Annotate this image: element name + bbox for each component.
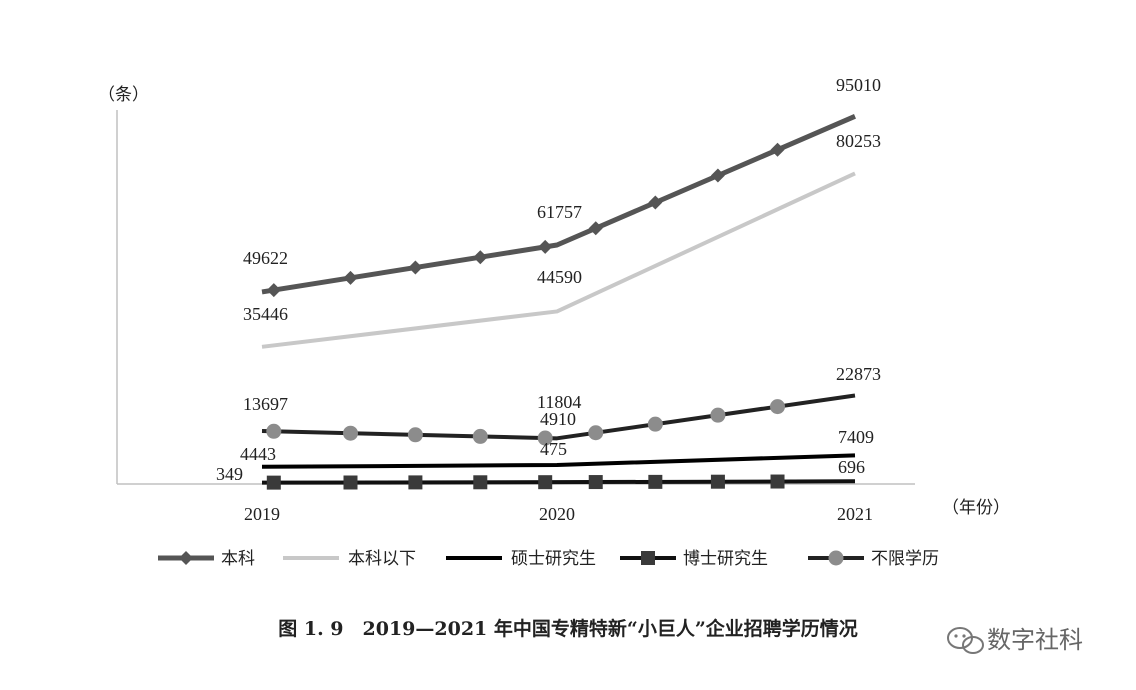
series-0-marker-3: [473, 250, 488, 265]
legend-item-3: 博士研究生: [620, 549, 768, 569]
data-label-3-0: 349: [216, 464, 243, 484]
series-4-marker-2: [407, 427, 423, 443]
series-3-marker-1: [343, 475, 358, 490]
series-line-3: [261, 479, 856, 485]
series-3-marker-8: [770, 474, 785, 489]
series-0-marker-0: [266, 283, 281, 298]
series-4-marker-6: [647, 416, 663, 432]
legend-label-1: 本科以下: [348, 549, 416, 569]
legend: 本科 本科以下 硕士研究生 博士研究生 不限学历: [158, 549, 939, 569]
legend-marker-4: [828, 550, 844, 566]
data-label-3-1: 475: [540, 439, 567, 459]
series-3-marker-0: [266, 475, 281, 490]
series-4-marker-7: [710, 407, 726, 423]
series-3-marker-3: [473, 475, 488, 490]
legend-marker-0: [179, 551, 193, 565]
series-3: [261, 474, 856, 490]
x-tick-label-2020: 2020: [539, 504, 575, 524]
data-label-4-2: 22873: [836, 364, 881, 384]
data-label-4-1: 11804: [537, 392, 581, 412]
series-line-0: [261, 114, 856, 295]
data-label-4-0: 13697: [243, 394, 288, 414]
legend-item-4: 不限学历: [808, 549, 939, 569]
series-4-marker-4: [537, 430, 553, 446]
data-label-0-2: 95010: [836, 75, 881, 95]
data-label-1-0: 35446: [243, 304, 288, 324]
series-0-marker-1: [343, 270, 358, 285]
series-3-marker-2: [408, 475, 423, 490]
series-3-marker-4: [538, 475, 553, 490]
series-line-1: [261, 171, 856, 349]
series-0-marker-5: [588, 221, 603, 236]
series-1: [261, 171, 856, 349]
series-0: [261, 114, 856, 298]
y-axis-label: （条）: [98, 85, 149, 105]
series-4-marker-0: [266, 423, 282, 439]
legend-item-1: 本科以下: [283, 549, 416, 569]
legend-label-3: 博士研究生: [683, 549, 768, 569]
x-tick-labels: 2019 2020 2021: [244, 504, 873, 524]
series-0-marker-8: [770, 142, 785, 157]
series-4-marker-8: [770, 399, 786, 415]
series-3-marker-5: [588, 475, 603, 490]
series-2: [261, 453, 856, 469]
series-line-2: [261, 453, 856, 469]
series-4-marker-5: [588, 425, 604, 441]
wechat-icon: [947, 627, 984, 654]
series-layer: [261, 114, 856, 490]
figure-caption: 图 1. 9 2019—2021 年中国专精特新“小巨人”企业招聘学历情况: [278, 617, 858, 640]
x-tick-label-2019: 2019: [244, 504, 280, 524]
data-labels: 49622 61757 95010 35446 44590 80253 4443 4910 74…: [216, 75, 881, 484]
legend-label-4: 不限学历: [871, 549, 939, 569]
legend-marker-3: [641, 551, 655, 565]
series-4: [261, 393, 856, 446]
data-label-2-0: 4443: [240, 444, 276, 464]
data-label-0-0: 49622: [243, 248, 288, 268]
watermark: 数字社科: [947, 626, 1083, 654]
legend-item-2: 硕士研究生: [446, 549, 596, 569]
watermark-text: 数字社科: [987, 626, 1083, 654]
legend-item-0: 本科: [158, 549, 255, 569]
data-label-3-2: 696: [838, 457, 865, 477]
series-line-4: [261, 393, 856, 441]
data-label-2-1: 4910: [540, 409, 576, 429]
legend-label-0: 本科: [221, 549, 255, 569]
x-tick-label-2021: 2021: [837, 504, 873, 524]
series-3-marker-6: [648, 474, 663, 489]
data-label-1-2: 80253: [836, 131, 881, 151]
series-4-marker-3: [472, 428, 488, 444]
series-4-marker-1: [343, 425, 358, 441]
data-label-0-1: 61757: [537, 202, 582, 222]
data-label-1-1: 44590: [537, 267, 582, 287]
data-label-2-2: 7409: [838, 427, 874, 447]
legend-label-2: 硕士研究生: [511, 549, 596, 569]
series-0-marker-2: [408, 260, 423, 275]
series-0-marker-7: [710, 168, 725, 183]
series-3-marker-7: [710, 474, 725, 489]
series-0-marker-4: [538, 239, 553, 254]
series-0-marker-6: [648, 195, 663, 210]
x-axis-label: （年份）: [942, 498, 1010, 518]
